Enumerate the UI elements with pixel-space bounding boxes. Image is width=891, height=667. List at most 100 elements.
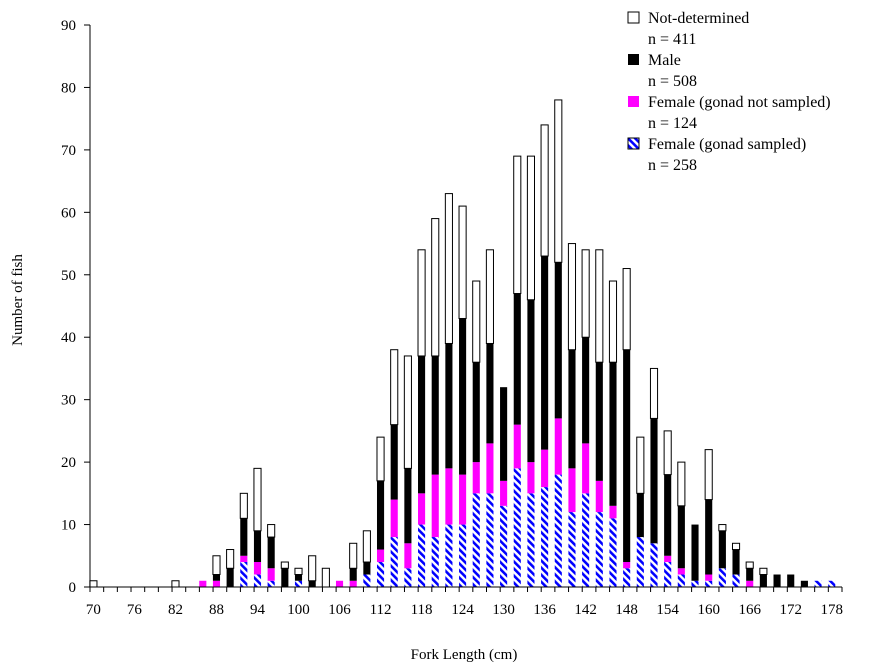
bar-156-series-2 [677, 505, 685, 569]
bar-160-series-1 [705, 574, 713, 581]
legend-count-3: n = 411 [648, 31, 696, 48]
legend-count-2: n = 508 [648, 73, 697, 90]
bar-122-series-2 [445, 343, 453, 469]
bar-112-series-2 [376, 480, 385, 550]
legend-swatch-3 [627, 11, 640, 24]
y-tick-label-30: 30 [61, 393, 76, 409]
bar-102-series-2 [308, 580, 316, 587]
bar-126-series-0 [472, 493, 480, 587]
x-tick-label-154: 154 [656, 602, 679, 618]
x-tick-label-106: 106 [328, 602, 351, 618]
legend-label-0: Female (gonad sampled) [648, 136, 806, 153]
bar-114-series-3 [390, 349, 399, 426]
bar-106-series-1 [335, 580, 344, 587]
bar-148-series-1 [623, 562, 631, 569]
bar-168-series-3 [759, 567, 768, 576]
x-tick-label-76: 76 [127, 602, 143, 618]
bar-116-series-0 [404, 568, 412, 587]
y-axis-title: Number of fish [10, 254, 26, 346]
bar-110-series-3 [362, 530, 371, 563]
bar-156-series-3 [677, 461, 686, 507]
bar-124-series-1 [459, 474, 467, 525]
legend-count-1: n = 124 [648, 115, 697, 132]
bar-138-series-1 [554, 418, 562, 475]
x-tick-label-172: 172 [779, 602, 802, 618]
bar-134-series-3 [526, 155, 536, 301]
bar-146-series-0 [609, 518, 617, 587]
x-tick-label-142: 142 [574, 602, 597, 618]
bar-96-series-0 [267, 580, 275, 587]
y-tick-label-90: 90 [61, 18, 76, 34]
bar-140-series-3 [567, 243, 577, 351]
bar-92-series-2 [240, 518, 248, 556]
x-tick-label-88: 88 [209, 602, 224, 618]
bar-138-series-2 [554, 262, 562, 419]
bar-158-series-2 [691, 524, 699, 581]
bar-140-series-1 [568, 468, 576, 513]
bar-134-series-0 [527, 493, 535, 587]
bar-124-series-0 [459, 524, 467, 587]
bar-142-series-1 [582, 443, 590, 494]
bar-112-series-1 [376, 549, 385, 563]
bar-160-series-0 [705, 580, 713, 587]
x-tick-label-136: 136 [533, 602, 556, 618]
bar-132-series-3 [513, 155, 522, 295]
bar-126-series-3 [472, 280, 481, 363]
bar-100-series-0 [294, 580, 303, 587]
bar-158-series-0 [691, 580, 699, 587]
y-tick-label-20: 20 [61, 455, 76, 471]
bar-128-series-2 [486, 343, 494, 444]
bar-98-series-3 [280, 561, 289, 569]
bar-144-series-1 [595, 480, 603, 513]
bar-160-series-2 [705, 499, 713, 575]
bar-94-series-2 [253, 530, 262, 563]
bar-178-series-0 [828, 580, 836, 587]
x-tick-label-82: 82 [168, 602, 183, 618]
bar-130-series-1 [500, 480, 508, 506]
bar-112-series-3 [376, 436, 385, 482]
bar-134-series-2 [527, 299, 535, 463]
bar-152-series-2 [650, 418, 658, 544]
bar-148-series-3 [622, 268, 631, 351]
bar-88-series-1 [212, 580, 221, 587]
y-tick-label-0: 0 [69, 580, 77, 596]
y-tick-label-70: 70 [61, 143, 76, 159]
bar-112-series-0 [376, 562, 385, 587]
bar-116-series-2 [404, 468, 412, 544]
bar-154-series-2 [664, 474, 672, 556]
bar-146-series-3 [608, 280, 618, 363]
bar-108-series-3 [349, 542, 358, 569]
bar-130-series-0 [500, 505, 508, 587]
bar-122-series-3 [444, 193, 453, 344]
bar-104-series-3 [321, 567, 330, 588]
bar-164-series-3 [731, 542, 741, 551]
legend-swatch-2 [628, 54, 639, 65]
bar-152-series-3 [649, 367, 659, 419]
bar-146-series-2 [609, 362, 617, 506]
bar-136-series-3 [540, 124, 549, 257]
bar-92-series-3 [239, 492, 248, 519]
legend-swatch-1 [628, 96, 639, 107]
bar-166-series-3 [745, 561, 754, 569]
bar-116-series-3 [403, 355, 412, 469]
bar-92-series-0 [240, 562, 248, 587]
bar-126-series-1 [472, 462, 480, 494]
bar-132-series-2 [513, 293, 521, 425]
bar-174-series-2 [800, 580, 808, 587]
bar-156-series-1 [677, 568, 685, 575]
bar-166-series-1 [746, 580, 754, 587]
bar-120-series-1 [431, 474, 439, 538]
bar-100-series-3 [294, 567, 303, 576]
legend-count-0: n = 258 [648, 157, 697, 174]
legend-label-3: Not-determined [648, 10, 749, 27]
bar-142-series-0 [582, 493, 590, 587]
bar-172-series-2 [787, 574, 795, 587]
x-tick-label-118: 118 [411, 602, 433, 618]
bar-144-series-3 [595, 249, 604, 363]
legend-label-2: Male [648, 52, 681, 69]
bar-162-series-2 [718, 530, 726, 569]
bar-90-series-3 [226, 549, 235, 569]
bar-170-series-2 [773, 574, 781, 587]
bar-152-series-0 [650, 543, 658, 587]
